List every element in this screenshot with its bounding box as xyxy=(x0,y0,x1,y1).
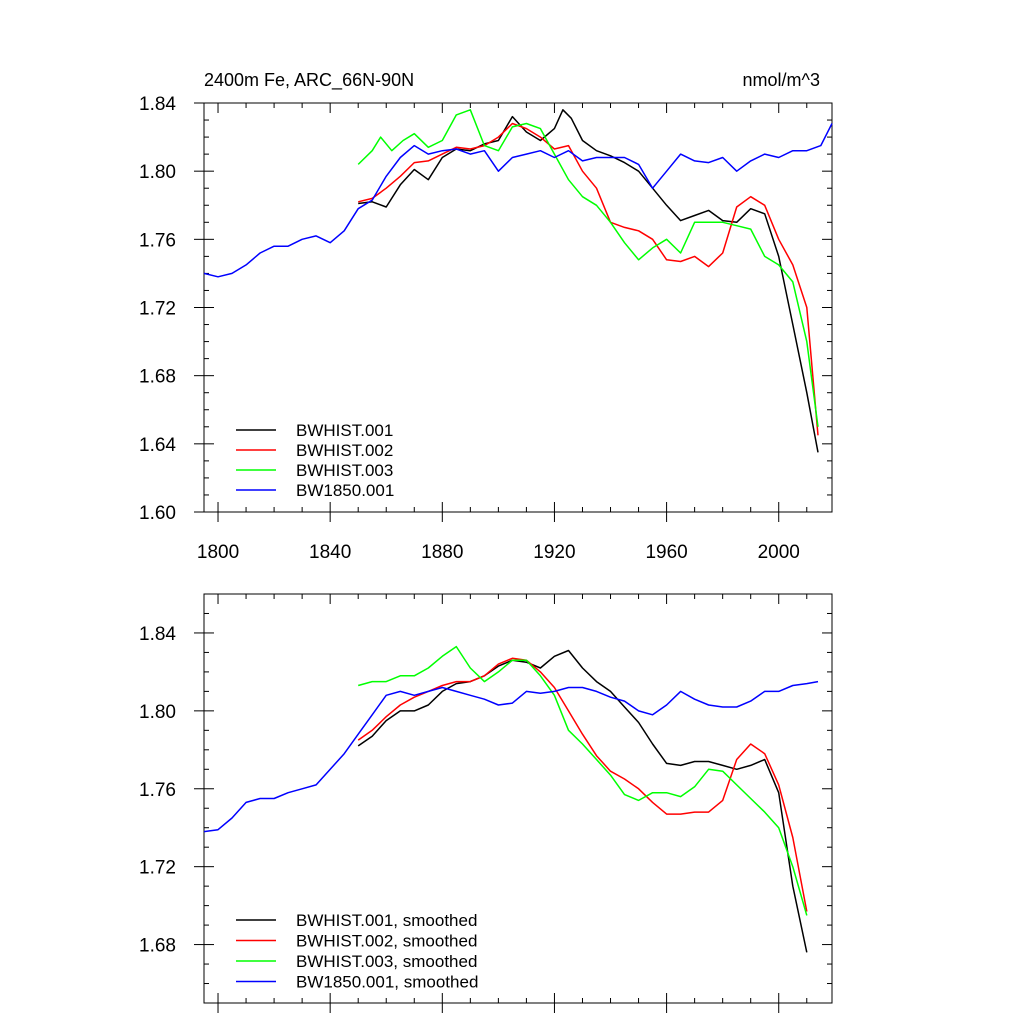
bottom-y-tick-label: 1.72 xyxy=(139,858,176,879)
top-legend-label: BW1850.001 xyxy=(296,481,394,500)
bottom-y-tick-label: 1.84 xyxy=(139,624,176,645)
bottom-legend-label: BWHIST.001, smoothed xyxy=(296,911,477,930)
bottom-panel: 1.68 1.72 1.76 1.80 1.84 BWHIST.001, smoothed… xyxy=(139,593,833,1013)
bottom-y-tick-label: 1.76 xyxy=(139,780,176,801)
bottom-series-line-3 xyxy=(357,645,808,916)
bottom-series-line-1 xyxy=(357,649,808,953)
bottom-series-line-4 xyxy=(203,680,819,833)
top-plot-area: 1.60 1.64 1.68 1.72 1.76 1.80 1.84 1800 1840 1880… xyxy=(139,94,833,563)
bottom-legend-label: BWHIST.002, smoothed xyxy=(296,932,477,951)
bottom-plot-area: 1.68 1.72 1.76 1.80 1.84 BWHIST.001, smoothed… xyxy=(139,593,833,1013)
top-x-tick-label: 1840 xyxy=(309,542,351,563)
top-series-line-3 xyxy=(357,109,819,427)
top-series-line-1 xyxy=(358,109,819,453)
top-legend-label: BWHIST.003 xyxy=(296,461,393,480)
top-x-tick-label: 1920 xyxy=(533,542,575,563)
top-series-line-2 xyxy=(358,122,819,436)
bottom-y-tick-label: 1.80 xyxy=(139,702,176,723)
bottom-legend-label: BWHIST.003, smoothed xyxy=(296,952,477,971)
top-chart-title: 2400m Fe, ARC_66N-90N xyxy=(204,70,414,91)
top-x-tick-label: 1800 xyxy=(197,542,239,563)
top-chart-units: nmol/m^3 xyxy=(743,70,820,90)
top-x-tick-label: 2000 xyxy=(758,542,800,563)
top-y-tick-label: 1.84 xyxy=(139,94,176,115)
bottom-y-tick-label: 1.68 xyxy=(139,936,176,957)
top-y-tick-label: 1.72 xyxy=(139,299,176,320)
top-x-tick-label: 1960 xyxy=(645,542,687,563)
bottom-plot-frame xyxy=(203,593,833,1004)
top-legend-label: BWHIST.001 xyxy=(296,421,393,440)
top-series-line-4 xyxy=(203,123,833,278)
top-panel: 2400m Fe, ARC_66N-90N nmol/m^3 1.601.641… xyxy=(139,70,833,563)
top-y-tick-label: 1.60 xyxy=(139,503,176,524)
top-x-tick-label: 1880 xyxy=(421,542,463,563)
top-y-tick-label: 1.64 xyxy=(139,435,176,456)
top-legend-label: BWHIST.002 xyxy=(296,441,393,460)
top-y-tick-label: 1.76 xyxy=(139,230,176,251)
top-y-tick-label: 1.68 xyxy=(139,367,176,388)
top-y-tick-label: 1.80 xyxy=(139,162,176,183)
bottom-legend-label: BW1850.001, smoothed xyxy=(296,973,478,992)
